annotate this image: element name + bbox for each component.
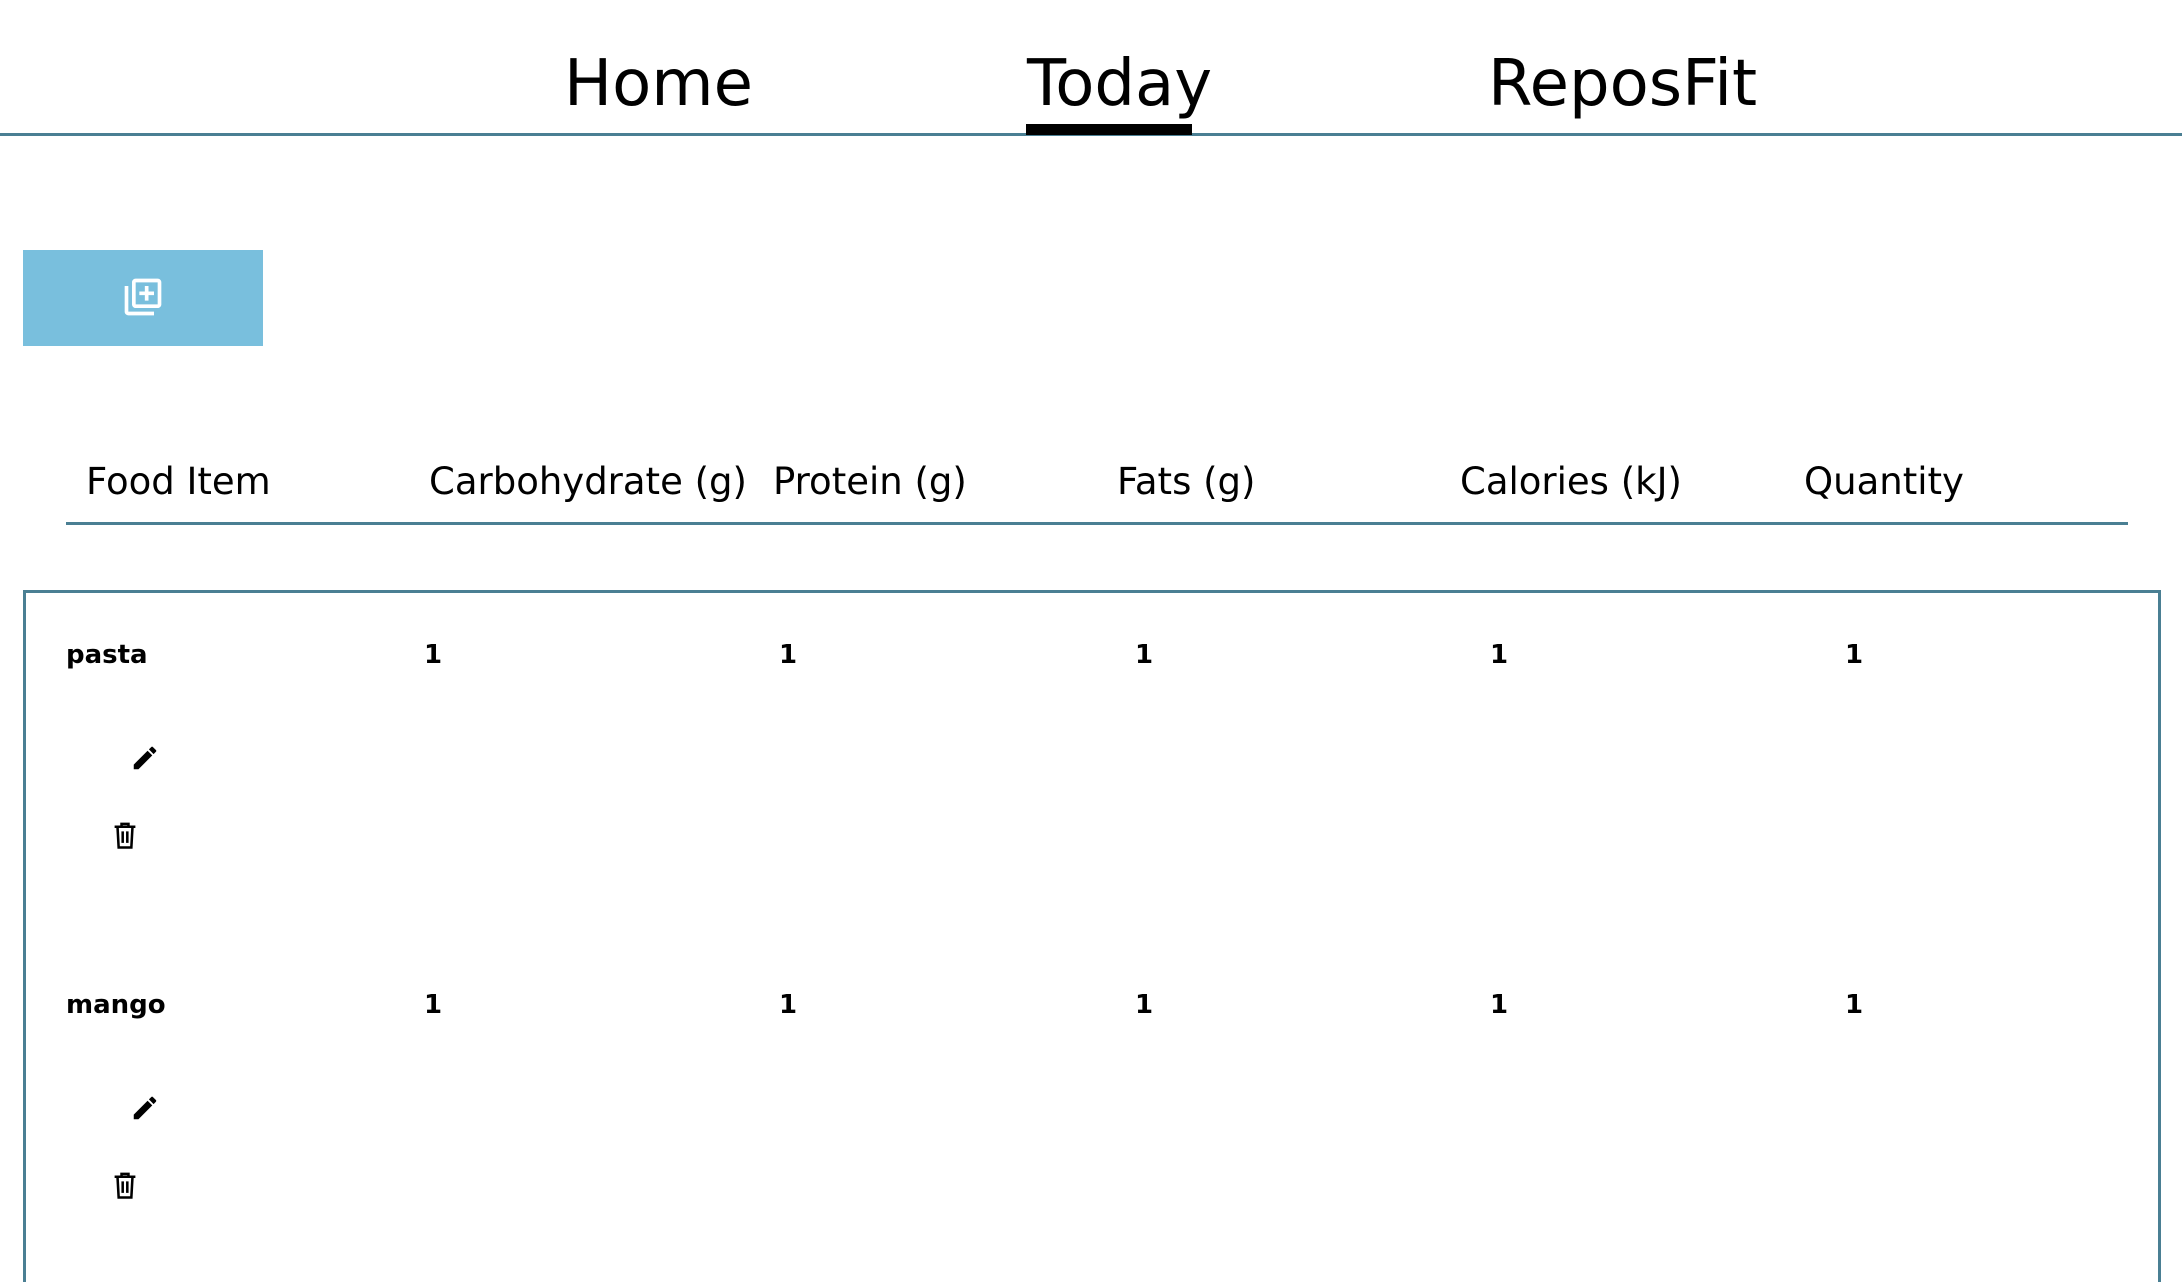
delete-button[interactable] — [103, 815, 147, 859]
edit-icon — [130, 1093, 160, 1126]
tab-home[interactable]: Home — [564, 47, 753, 121]
column-header-fats: Fats (g) — [1117, 460, 1256, 503]
protein-cell: 1 — [779, 990, 798, 1020]
calories-cell: 1 — [1490, 990, 1509, 1020]
tab-today[interactable]: Today — [1027, 47, 1213, 121]
quantity-cell: 1 — [1845, 640, 1864, 670]
delete-button[interactable] — [103, 1165, 147, 1209]
food-item-cell: mango — [66, 990, 166, 1020]
top-nav: Home Today ReposFit — [0, 0, 2182, 136]
table-header: Food Item Carbohydrate (g) Protein (g) F… — [66, 440, 2128, 525]
add-food-button[interactable] — [23, 250, 263, 346]
column-header-carbohydrate: Carbohydrate (g) — [429, 460, 747, 503]
food-list: pasta 1 1 1 1 1 mango 1 1 — [23, 590, 2161, 1282]
table-row: pasta 1 1 1 1 1 — [26, 593, 2158, 943]
fats-cell: 1 — [1135, 640, 1154, 670]
quantity-cell: 1 — [1845, 990, 1864, 1020]
fats-cell: 1 — [1135, 990, 1154, 1020]
calories-cell: 1 — [1490, 640, 1509, 670]
tab-reposfit[interactable]: ReposFit — [1488, 47, 1758, 121]
carbohydrate-cell: 1 — [424, 990, 443, 1020]
active-tab-indicator — [1026, 124, 1192, 135]
carbohydrate-cell: 1 — [424, 640, 443, 670]
delete-icon — [111, 1171, 139, 1204]
edit-button[interactable] — [123, 737, 167, 781]
column-header-calories: Calories (kJ) — [1460, 460, 1682, 503]
food-item-cell: pasta — [66, 640, 148, 670]
edit-button[interactable] — [123, 1087, 167, 1131]
protein-cell: 1 — [779, 640, 798, 670]
column-header-quantity: Quantity — [1804, 460, 1964, 503]
table-row: mango 1 1 1 1 1 — [26, 943, 2158, 1282]
add-to-library-icon — [121, 275, 165, 322]
column-header-protein: Protein (g) — [773, 460, 967, 503]
column-header-food-item: Food Item — [86, 460, 271, 503]
delete-icon — [111, 821, 139, 854]
edit-icon — [130, 743, 160, 776]
